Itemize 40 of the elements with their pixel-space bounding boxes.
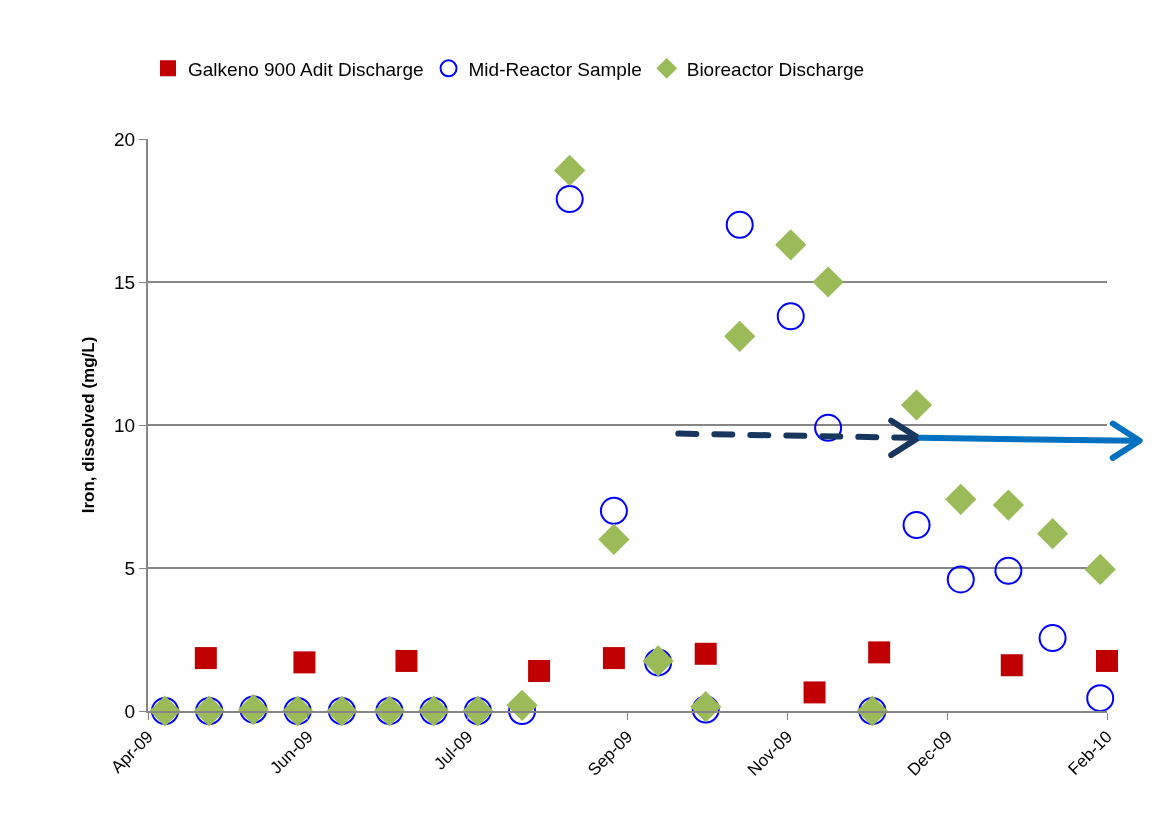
point	[293, 651, 316, 674]
point	[694, 642, 717, 665]
point	[1086, 684, 1115, 713]
y-tick-label: 20	[114, 128, 136, 150]
y-tick-label: 10	[114, 414, 136, 436]
legend-label: Mid-Reactor Sample	[468, 58, 642, 80]
point	[902, 511, 931, 540]
point	[1036, 518, 1069, 550]
point	[803, 681, 826, 704]
point	[945, 483, 977, 515]
point	[900, 389, 933, 421]
point	[724, 320, 756, 352]
point	[775, 229, 807, 261]
y-axis-title: Iron, dissolved (mg/L)	[79, 336, 99, 514]
point	[506, 689, 538, 721]
point	[814, 413, 843, 442]
point	[1038, 624, 1067, 653]
legend-label: Bioreactor Discharge	[686, 58, 865, 80]
y-tick-label: 0	[124, 700, 136, 722]
point	[602, 647, 625, 670]
point	[994, 556, 1023, 585]
point	[868, 641, 891, 664]
point	[194, 647, 217, 670]
point	[598, 523, 630, 555]
point	[725, 210, 754, 239]
point	[599, 496, 628, 525]
point	[1084, 553, 1116, 586]
point	[554, 154, 586, 187]
point	[395, 649, 418, 672]
y-tick-label: 15	[114, 271, 136, 293]
point	[812, 266, 844, 298]
point	[946, 565, 975, 594]
point	[528, 659, 551, 682]
point	[1096, 649, 1118, 672]
point	[776, 302, 805, 331]
point	[555, 185, 584, 214]
y-tick-label: 5	[124, 557, 136, 579]
point	[992, 489, 1024, 521]
point	[1000, 654, 1023, 677]
legend-label: Galkeno 900 Adit Discharge	[188, 58, 424, 80]
